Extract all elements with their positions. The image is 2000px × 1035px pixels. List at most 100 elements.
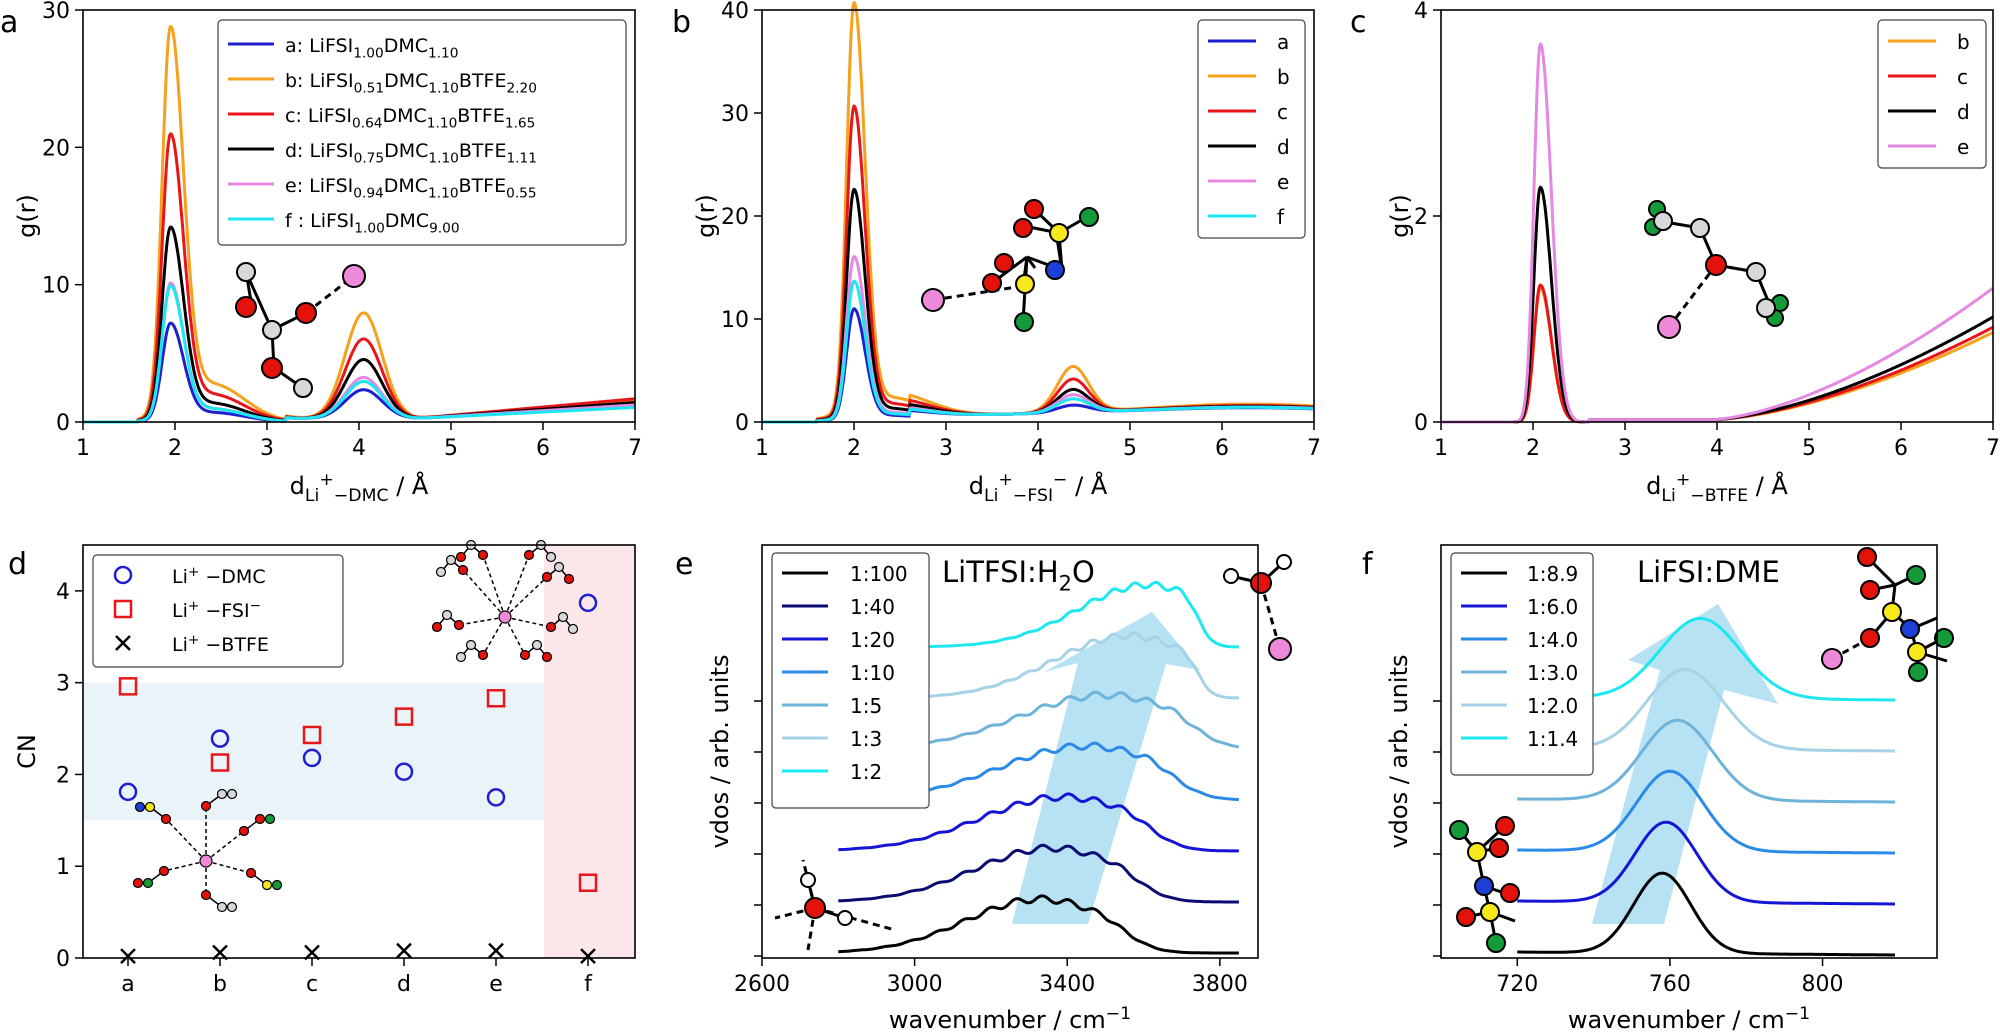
legend-label-a-part: DMC [384, 140, 428, 162]
cn-point-dmc [118, 782, 138, 802]
atom [1934, 628, 1954, 648]
legend-label-c: e [1957, 135, 1969, 159]
bond [244, 271, 274, 331]
atom [455, 551, 467, 563]
legend-label-a: d: LiFSI0.75DMC1.10BTFE1.11 [285, 140, 537, 167]
y-tick-label-a: 10 [42, 274, 70, 299]
coordination-bond [1667, 264, 1718, 328]
atom [1486, 933, 1506, 953]
atom [261, 879, 273, 891]
chart-curves [82, 1, 1994, 965]
atom [457, 564, 469, 576]
x-tick-label-a: 3 [260, 436, 274, 461]
panel-title-e-part: 2 [1059, 572, 1072, 596]
atom [567, 623, 579, 635]
panel-title-e: LiTFSI:H2O [942, 555, 1095, 596]
btfe-molecule-icon [1644, 200, 1789, 339]
x-axis-label-b: dLi+−FSI− / Å [969, 470, 1108, 506]
atom [563, 573, 575, 585]
atom [216, 788, 228, 800]
y-tick-label-b: 20 [721, 205, 749, 230]
coordination-bond [165, 818, 207, 862]
legend-label-d: Li+ −FSI− [172, 598, 261, 622]
x-tick-label-d: e [489, 972, 503, 997]
atom [994, 253, 1014, 273]
coordination-bond [504, 616, 552, 628]
cn-point-dmc [302, 748, 322, 768]
legend-label-b: e [1277, 170, 1289, 194]
atom [199, 854, 213, 868]
x-axis-label-b-part: / Å [1068, 471, 1108, 500]
atom [1250, 572, 1272, 594]
x-axis-label-a-part: + [319, 470, 333, 490]
atom [264, 813, 276, 825]
legend-label-a: f : LiFSI1.00DMC9.00 [285, 210, 460, 237]
fsi-molecule-icon [921, 199, 1099, 332]
y-axis-label-a: g(r) [13, 194, 41, 238]
x-tick-label-d: c [306, 972, 318, 997]
coordination-bond [205, 860, 252, 874]
atom [1500, 883, 1520, 903]
coordination-bond [504, 554, 530, 618]
legend-label-d-part: Li [172, 566, 188, 588]
coordination-bond [932, 284, 1024, 302]
legend-label-d-part: − [250, 598, 261, 614]
x-axis-label-a-part: / Å [389, 471, 429, 500]
x-tick-label-d: b [213, 972, 227, 997]
atom [1860, 628, 1880, 648]
fsi-cluster-icon [132, 788, 283, 913]
legend-label-a-part: 0.51 [354, 81, 384, 97]
coordination-bond [163, 860, 207, 872]
atom [200, 800, 212, 812]
legend-label-c: c [1957, 65, 1968, 89]
x-tick-label-b: 3 [939, 436, 953, 461]
atom [1690, 218, 1710, 238]
legend-label-a-part: 2.20 [506, 81, 536, 97]
x-tick-label-e: 2600 [734, 972, 790, 997]
cn-markers [118, 593, 598, 965]
x-axis-label-b-part: d [969, 472, 984, 500]
coordination-bond [504, 616, 526, 656]
atom [262, 320, 282, 340]
legend-box-c [1877, 19, 1987, 169]
x-tick-label-b: 5 [1123, 436, 1137, 461]
legend-label-f: 1:2.0 [1527, 694, 1578, 718]
atom [1480, 902, 1500, 922]
atom [553, 561, 565, 573]
legend-label-a-part: d: LiFSI [285, 140, 354, 162]
atom [1705, 254, 1727, 276]
x-axis-label-b-part: − [1053, 470, 1067, 490]
legend-label-d: Li+ −DMC [172, 564, 266, 588]
legend-label-f: 1:3.0 [1527, 661, 1578, 685]
pure-dmc-shading [544, 545, 635, 958]
panel-title-e-part: O [1072, 555, 1095, 589]
panel-label-d: d [8, 547, 27, 582]
atom [1882, 602, 1902, 622]
vdos-curve-f-1:4.0 [1516, 769, 1896, 855]
legend-box-d [92, 554, 344, 668]
cn-point-dmc [210, 729, 230, 748]
water-li-icon [1223, 554, 1292, 661]
x-tick-label-f: 720 [1496, 972, 1538, 997]
legend-label-b: d [1277, 135, 1290, 159]
atom [557, 611, 569, 623]
atom [158, 865, 170, 877]
legend-label-e: 1:3 [850, 727, 882, 751]
fsi-anion-icon [1449, 816, 1520, 953]
legend-label-a-part: 1.00 [354, 221, 384, 237]
legend-marker-d [115, 635, 131, 651]
panel-label-a: a [0, 5, 18, 40]
legend-marker-d [113, 565, 133, 585]
panel-title-f: LiFSI:DME [1637, 555, 1780, 589]
y-tick-label-b: 0 [735, 411, 749, 436]
solvation-cluster-icon [431, 539, 579, 663]
x-axis-label-c-part: Li [1661, 486, 1675, 506]
x-axis-label-b-part: + [998, 470, 1012, 490]
legend-label-d-part: + [188, 564, 199, 580]
cn-point-btfe [488, 942, 504, 959]
x-tick-label-f: 760 [1649, 972, 1691, 997]
legend-label-b: c [1277, 100, 1288, 124]
rdf-curve-a-f : LiFSI1.00DMC9.00 [82, 284, 636, 424]
cn-point-dmc [486, 788, 506, 807]
